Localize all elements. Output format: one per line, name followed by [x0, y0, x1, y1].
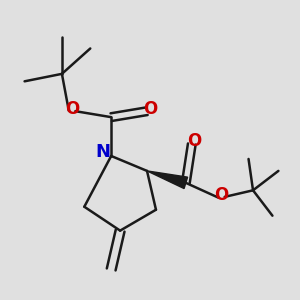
Text: N: N: [96, 143, 111, 161]
Text: O: O: [65, 100, 80, 118]
Polygon shape: [147, 171, 188, 189]
Text: O: O: [214, 186, 229, 204]
Text: O: O: [187, 132, 201, 150]
Text: O: O: [143, 100, 157, 118]
